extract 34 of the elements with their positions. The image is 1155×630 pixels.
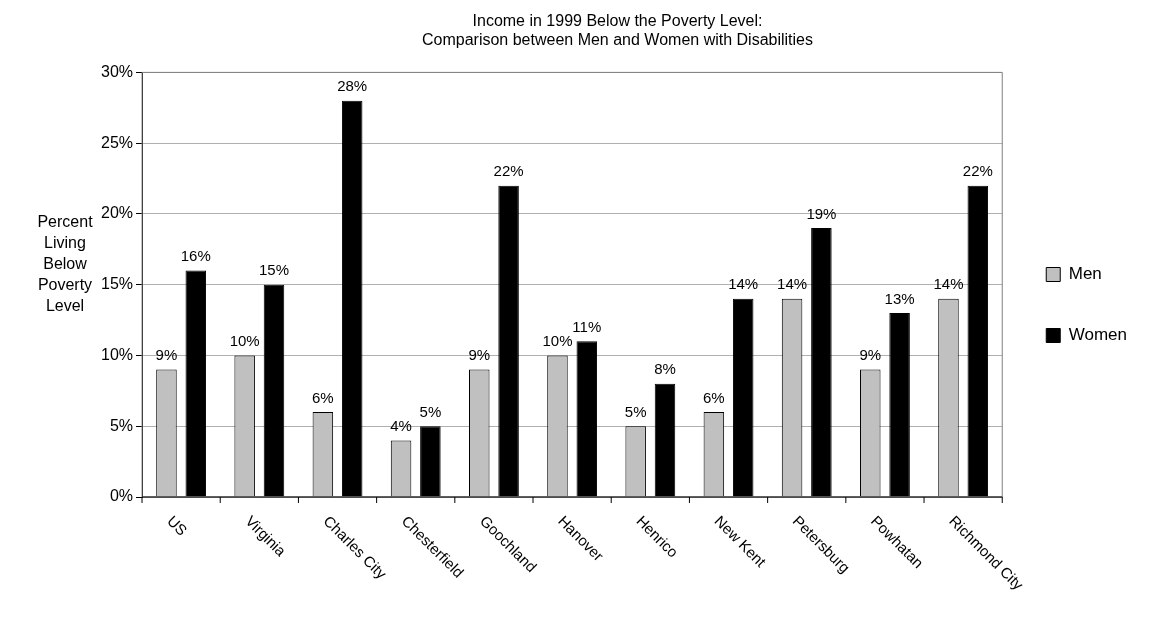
- data-label: 6%: [312, 388, 334, 406]
- data-label: 9%: [155, 346, 178, 364]
- data-label: 22%: [493, 162, 524, 180]
- data-label: 22%: [962, 162, 993, 180]
- data-label: 9%: [859, 346, 882, 364]
- data-label: 14%: [777, 275, 808, 293]
- data-label: 9%: [468, 346, 491, 364]
- data-label: 5%: [624, 402, 647, 420]
- data-label: 4%: [390, 417, 412, 435]
- legend-label: Women: [1068, 325, 1127, 345]
- y-tick-label: 10%: [100, 345, 134, 363]
- data-label: 10%: [542, 332, 573, 350]
- data-label: 8%: [654, 360, 676, 378]
- chart-title: Income in 1999 Below the Poverty Level: Comparison between Men and Women with Disabilities: [422, 12, 813, 49]
- data-label: 16%: [180, 247, 211, 265]
- data-label: 6%: [703, 388, 725, 406]
- legend-label: Men: [1068, 264, 1102, 284]
- data-label: 5%: [419, 402, 442, 420]
- y-tick-label: 0%: [109, 487, 134, 505]
- data-label: 10%: [229, 332, 260, 350]
- data-label: 11%: [572, 317, 602, 335]
- data-label: 14%: [933, 275, 964, 293]
- y-axis-title: Percent Living Below Poverty Level: [37, 213, 94, 315]
- data-label: 28%: [337, 77, 368, 95]
- x-tick-label: US: [164, 512, 191, 539]
- y-tick-label: 25%: [100, 133, 134, 151]
- data-label: 19%: [806, 204, 837, 222]
- y-tick-label: 15%: [100, 275, 134, 293]
- data-label: 14%: [728, 275, 759, 293]
- y-tick-label: 5%: [109, 416, 134, 434]
- data-label: 13%: [884, 289, 915, 307]
- data-label: 15%: [258, 261, 289, 279]
- y-tick-label: 20%: [100, 204, 134, 222]
- y-tick-label: 30%: [100, 62, 134, 80]
